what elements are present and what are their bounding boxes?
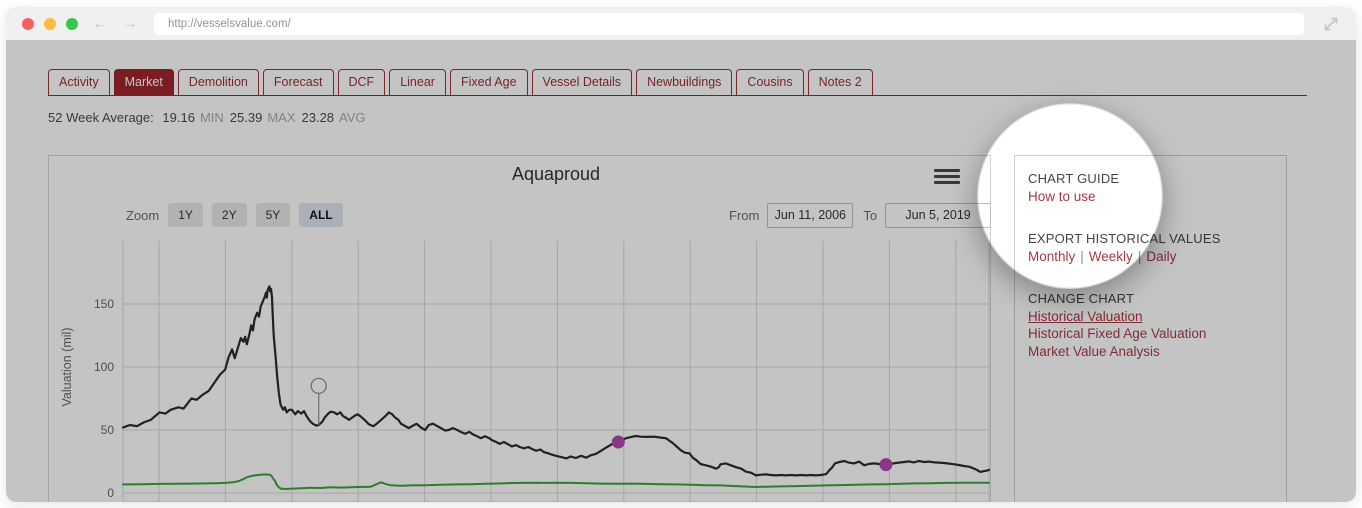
traffic-light-red-icon[interactable] [22, 17, 34, 30]
chart-plot[interactable]: 0 50 100 150 Valuation (mil) [49, 156, 990, 502]
panel-heading-change-chart: CHANGE CHART [1028, 290, 1135, 306]
page-content: Activity Market Demolition Forecast DCF Linea… [6, 40, 1356, 502]
stats-min-label: MIN [199, 110, 224, 125]
stats-prefix: 52 Week Average: [48, 110, 154, 125]
tab-bar: Activity Market Demolition Forecast DCF Linea… [48, 68, 877, 95]
stats-min-value: 19.16 [162, 110, 195, 125]
url-bar[interactable]: http://vesselsvalue.com/ [154, 12, 1304, 35]
chart-title: Aquaproud [511, 164, 601, 184]
tab-notes-2[interactable]: Notes 2 [807, 69, 873, 95]
link-weekly[interactable]: Weekly [1088, 248, 1133, 264]
open-circle-pin-marker[interactable] [310, 377, 327, 395]
link-market-value-analysis[interactable]: Market Value Analysis [1028, 343, 1160, 359]
svg-text:150: 150 [94, 297, 114, 311]
tab-demolition[interactable]: Demolition [177, 69, 259, 95]
svg-text:0: 0 [107, 486, 114, 500]
panel-heading-chart-guide: CHART GUIDE [1028, 171, 1120, 186]
from-date-input[interactable]: Jun 11, 2006 [767, 203, 854, 228]
stats-max-label: MAX [267, 110, 296, 125]
link-historical-valuation[interactable]: Historical Valuation [1028, 308, 1143, 324]
date-range-controls: From Jun 11, 2006 To Jun 5, 2019 [729, 203, 992, 228]
secondary-line [122, 473, 990, 490]
traffic-light-green-icon[interactable] [66, 17, 78, 30]
magenta-dot-marker-1[interactable] [611, 435, 625, 449]
tab-vessel-details[interactable]: Vessel Details [531, 69, 633, 95]
zoom-button-2y[interactable]: 2Y [211, 203, 247, 227]
tab-fixed-age[interactable]: Fixed Age [449, 69, 528, 95]
y-axis-title: Valuation (mil) [60, 328, 74, 407]
traffic-lights [22, 17, 78, 30]
link-how-to-use[interactable]: How to use [1028, 189, 1096, 204]
link-separator: | [1080, 248, 1084, 264]
from-label: From [729, 208, 760, 223]
browser-window: ← → http://vesselsvalue.com/ Activity Mar… [6, 7, 1356, 502]
stats-max-value: 25.39 [229, 110, 263, 125]
tab-underline [48, 95, 1307, 96]
forward-icon[interactable]: → [122, 14, 138, 32]
link-monthly[interactable]: Monthly [1028, 248, 1076, 264]
panel-heading-export-historical-values: EXPORT HISTORICAL VALUES [1028, 230, 1221, 246]
link-separator: | [1137, 248, 1142, 264]
chart-menu-icon[interactable] [934, 169, 960, 187]
browser-chrome: ← → http://vesselsvalue.com/ [6, 7, 1356, 40]
tab-forecast[interactable]: Forecast [262, 69, 334, 95]
stats-avg-value: 23.28 [301, 110, 335, 125]
link-historical-fixed-age-valuation[interactable]: Historical Fixed Age Valuation [1028, 326, 1207, 341]
magenta-dot-marker-2[interactable] [879, 458, 893, 472]
svg-text:100: 100 [94, 360, 114, 374]
tab-dcf[interactable]: DCF [337, 69, 386, 95]
zoom-button-5y[interactable]: 5Y [255, 203, 291, 227]
zoom-button-1y[interactable]: 1Y [168, 203, 203, 227]
valuation-line [121, 285, 990, 477]
tab-cousins[interactable]: Cousins [736, 69, 804, 95]
back-icon[interactable]: ← [92, 14, 108, 32]
tab-market[interactable]: Market [113, 69, 174, 95]
url-text: http://vesselsvalue.com/ [168, 17, 291, 30]
zoom-controls: Zoom 1Y 2Y 5Y ALL [126, 203, 343, 227]
tab-linear[interactable]: Linear [389, 69, 446, 95]
stats-bar: 52 Week Average: 19.16 MIN 25.39 MAX 23.28 AV… [48, 110, 372, 125]
traffic-light-yellow-icon[interactable] [44, 17, 56, 30]
chart-card: 0 50 100 150 Valuation (mil) Aquaproud Zoom … [48, 155, 992, 502]
to-label: To [863, 208, 878, 223]
link-daily[interactable]: Daily [1146, 248, 1177, 264]
zoom-button-all[interactable]: ALL [299, 203, 343, 227]
tab-activity[interactable]: Activity [48, 69, 110, 95]
zoom-label: Zoom [126, 207, 160, 223]
to-date-input[interactable]: Jun 5, 2019 [885, 203, 992, 228]
stats-avg-label: AVG [339, 110, 366, 125]
tab-newbuildings[interactable]: Newbuildings [636, 69, 733, 95]
expand-icon[interactable] [1322, 15, 1340, 33]
svg-text:50: 50 [101, 423, 115, 437]
side-panel: CHART GUIDE How to use EXPORT HISTORICAL V… [1014, 155, 1287, 502]
